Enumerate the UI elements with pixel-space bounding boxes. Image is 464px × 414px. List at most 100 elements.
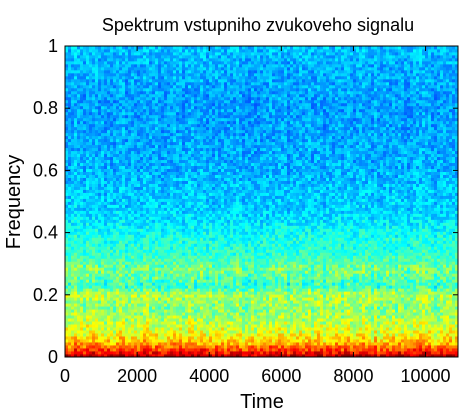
heatmap-cell [404,249,408,253]
heatmap-cell [452,282,456,286]
heatmap-cell [185,285,189,289]
heatmap-cell [341,330,345,334]
heatmap-cell [131,291,135,295]
heatmap-cell [164,348,168,352]
heatmap-cell [164,315,168,319]
heatmap-cell [173,270,177,274]
heatmap-cell [167,348,171,352]
heatmap-cell [65,273,69,277]
heatmap-cell [152,261,156,265]
heatmap-cell [146,252,150,256]
heatmap-cell [191,330,195,334]
heatmap-cell [134,243,138,247]
heatmap-cell [392,297,396,301]
heatmap-cell [167,297,171,301]
heatmap-cell [362,333,366,337]
heatmap-cell [131,333,135,337]
heatmap-cell [143,327,147,331]
heatmap-cell [380,345,384,349]
heatmap-cell [128,303,132,307]
heatmap-cell [239,342,243,346]
heatmap-cell [68,330,72,334]
heatmap-cell [176,297,180,301]
heatmap-cell [269,291,273,295]
heatmap-cell [353,348,357,352]
heatmap-cell [122,279,126,283]
heatmap-cell [356,336,360,340]
heatmap-cell [83,282,87,286]
heatmap-cell [236,261,240,265]
heatmap-cell [290,249,294,253]
heatmap-cell [368,258,372,262]
heatmap-cell [260,348,264,352]
heatmap-cell [350,330,354,334]
heatmap-cell [140,297,144,301]
heatmap-cell [140,255,144,259]
heatmap-cell [371,303,375,307]
heatmap-cell [260,324,264,328]
heatmap-cell [329,333,333,337]
heatmap-cell [410,315,414,319]
heatmap-cell [176,258,180,262]
heatmap-cell [329,327,333,331]
heatmap-cell [116,288,120,292]
heatmap-cell [251,291,255,295]
heatmap-cell [440,321,444,325]
heatmap-cell [170,348,174,352]
heatmap-cell [92,300,96,304]
heatmap-cell [368,315,372,319]
heatmap-cell [272,285,276,289]
heatmap-cell [347,339,351,343]
heatmap-cell [203,312,207,316]
heatmap-cell [89,318,93,322]
heatmap-cell [236,309,240,313]
heatmap-cell [173,312,177,316]
heatmap-cell [374,258,378,262]
heatmap-cell [293,336,297,340]
heatmap-cell [419,348,423,352]
heatmap-cell [119,336,123,340]
heatmap-cell [407,276,411,280]
heatmap-cell [284,276,288,280]
heatmap-cell [179,255,183,259]
heatmap-cell [182,345,186,349]
heatmap-cell [161,306,165,310]
heatmap-cell [401,327,405,331]
heatmap-cell [248,255,252,259]
heatmap-cell [293,303,297,307]
heatmap-cell [116,348,120,352]
heatmap-cell [191,270,195,274]
heatmap-cell [446,330,450,334]
heatmap-cell [233,336,237,340]
heatmap-cell [278,294,282,298]
heatmap-cell [245,270,249,274]
heatmap-cell [281,339,285,343]
heatmap-cell [356,285,360,289]
heatmap-cell [146,318,150,322]
heatmap-cell [95,297,99,301]
heatmap-cell [182,318,186,322]
heatmap-cell [332,243,336,247]
heatmap-cell [416,285,420,289]
heatmap-cell [188,342,192,346]
heatmap-cell [170,246,174,250]
heatmap-cell [374,354,378,358]
heatmap-cell [395,246,399,250]
heatmap-cell [419,327,423,331]
heatmap-cell [341,285,345,289]
heatmap-cell [101,303,105,307]
heatmap-cell [77,258,81,262]
heatmap-cell [125,282,129,286]
heatmap-cell [431,309,435,313]
heatmap-cell [218,348,222,352]
heatmap-cell [131,345,135,349]
heatmap-cell [266,309,270,313]
heatmap-cell [74,303,78,307]
heatmap-cell [167,303,171,307]
heatmap-cell [317,309,321,313]
heatmap-cell [293,324,297,328]
heatmap-cell [308,303,312,307]
heatmap-cell [293,294,297,298]
heatmap-cell [434,345,438,349]
heatmap-cell [392,312,396,316]
